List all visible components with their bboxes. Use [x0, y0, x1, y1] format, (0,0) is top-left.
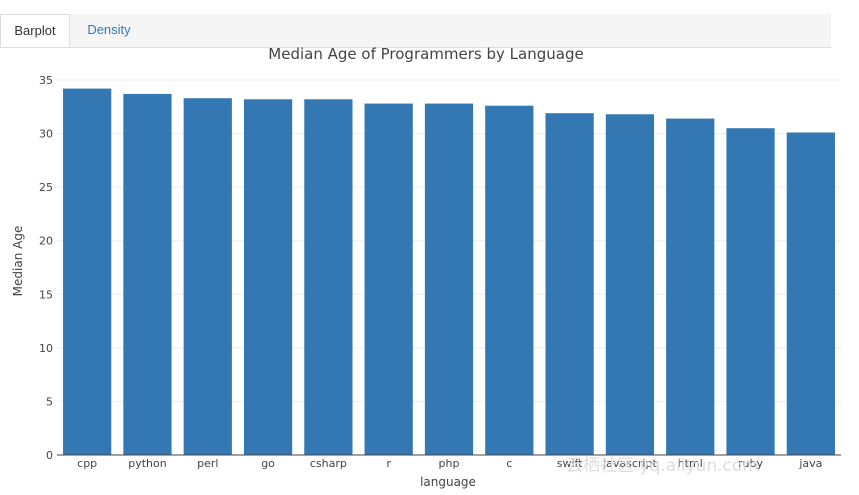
- bar-c[interactable]: [485, 105, 534, 455]
- y-tick-label: 15: [39, 288, 53, 301]
- x-tick-label: python: [128, 457, 167, 470]
- tab-density[interactable]: Density: [87, 22, 131, 37]
- x-tick-label: java: [798, 457, 822, 470]
- tab-bar: Barplot Density: [0, 14, 831, 48]
- x-tick-label: perl: [197, 457, 218, 470]
- bar-php[interactable]: [424, 103, 474, 456]
- bar-ruby[interactable]: [726, 128, 775, 455]
- x-tick-label: c: [506, 457, 512, 470]
- y-tick-label: 35: [39, 74, 53, 87]
- chart-title: Median Age of Programmers by Language: [268, 45, 583, 63]
- x-tick-label: swift: [557, 457, 583, 470]
- x-axis-title: language: [420, 475, 476, 489]
- x-tick-label: csharp: [310, 457, 347, 470]
- watermark: 云栖社区 yq.aliyun.com: [566, 456, 759, 476]
- y-tick-label: 5: [46, 395, 53, 408]
- y-tick-label: 30: [39, 128, 53, 141]
- y-tick-label: 0: [46, 449, 53, 462]
- x-tick-label: ruby: [738, 457, 763, 470]
- bar-perl[interactable]: [183, 98, 232, 455]
- bar-csharp[interactable]: [304, 99, 353, 456]
- x-tick-label: r: [386, 457, 391, 470]
- y-tick-label: 10: [39, 342, 53, 355]
- bar-cpp[interactable]: [63, 88, 112, 456]
- y-axis-title: Median Age: [11, 226, 25, 297]
- bars: [63, 88, 835, 456]
- y-tick-label: 20: [39, 235, 53, 248]
- y-tick-labels: 0 5 10 15 20 25 30 35: [39, 74, 53, 462]
- x-tick-label: php: [439, 457, 460, 470]
- bar-swift[interactable]: [545, 113, 594, 455]
- bar-javascript[interactable]: [605, 114, 655, 456]
- bar-python[interactable]: [123, 93, 172, 455]
- y-tick-label: 25: [39, 181, 53, 194]
- tab-barplot[interactable]: Barplot: [0, 14, 70, 47]
- x-tick-labels: cpp python perl go csharp r php c swift javascrip…: [77, 457, 822, 470]
- x-tick-label: html: [678, 457, 703, 470]
- x-tick-label: cpp: [77, 457, 97, 470]
- bar-r[interactable]: [364, 103, 413, 456]
- x-tick-label: javascript: [602, 457, 657, 470]
- bar-go[interactable]: [243, 99, 293, 456]
- x-tick-label: go: [261, 457, 275, 470]
- bar-java[interactable]: [786, 132, 835, 456]
- bar-html[interactable]: [666, 118, 715, 456]
